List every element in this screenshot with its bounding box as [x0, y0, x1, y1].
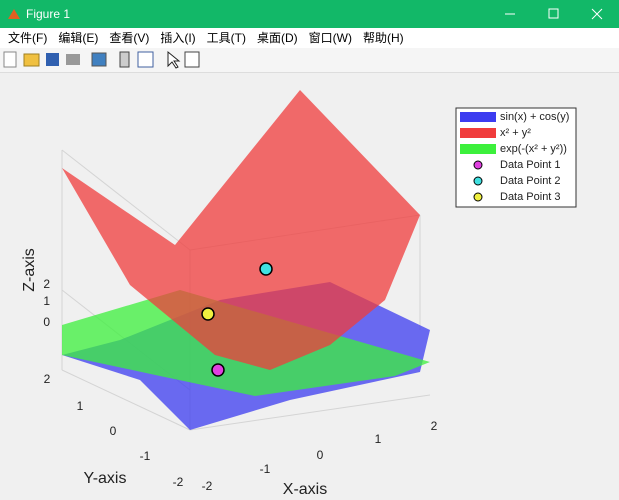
- legend-label: Data Point 1: [500, 159, 561, 171]
- legend-label: exp(-(x² + y²)): [500, 143, 567, 155]
- menu-item[interactable]: 工具(T): [206, 31, 246, 45]
- surface: [62, 90, 420, 370]
- y-tick-label: 0: [110, 424, 117, 438]
- legend-box: [455, 107, 577, 208]
- export-button[interactable]: [91, 52, 107, 67]
- x-tick-label: -2: [202, 479, 213, 493]
- legend-marker: [473, 176, 483, 186]
- y-tick-label: -1: [140, 449, 151, 463]
- toolbar: [0, 48, 619, 73]
- y-axis-label: Y-axis: [84, 470, 127, 487]
- y-tick-label: 2: [44, 372, 51, 386]
- window-controls[interactable]: [469, 0, 619, 28]
- menu-item[interactable]: 桌面(D): [256, 31, 298, 45]
- axis-box: [61, 149, 191, 251]
- property-button[interactable]: [184, 51, 200, 68]
- z-tick-label: 0: [43, 315, 50, 329]
- new-button[interactable]: [3, 51, 17, 68]
- legend-marker: [473, 160, 483, 170]
- maximize[interactable]: [548, 8, 559, 19]
- legend-label: Data Point 2: [500, 175, 561, 187]
- menu-item[interactable]: 文件(F): [8, 31, 48, 45]
- legend-swatch: [460, 128, 496, 138]
- data-point: [201, 307, 215, 321]
- legend-swatch: [460, 144, 496, 154]
- legend-swatch: [460, 112, 496, 122]
- pointer-button[interactable]: [167, 50, 181, 69]
- toolbar-icons[interactable]: [0, 48, 220, 72]
- legend-label: sin(x) + cos(y): [500, 111, 569, 123]
- menu-bar: 文件(F) 编辑(E) 查看(V) 插入(I) 工具(T) 桌面(D) 窗口(W) 帮助(H): [0, 28, 619, 48]
- menu-item[interactable]: 帮助(H): [362, 31, 404, 45]
- legend-label: x² + y²: [500, 127, 531, 139]
- x-tick-label: -1: [260, 462, 271, 476]
- menu-item[interactable]: 插入(I): [160, 31, 196, 45]
- print-button[interactable]: [66, 54, 80, 65]
- save-button[interactable]: [46, 53, 59, 66]
- x-tick-label: 1: [375, 432, 382, 446]
- title-bar: Figure 1: [0, 0, 619, 28]
- legend-label: Data Point 3: [500, 191, 561, 203]
- z-axis-label: Z-axis: [21, 248, 38, 292]
- menu-item[interactable]: 窗口(W): [308, 31, 352, 45]
- axis-box: [61, 369, 191, 431]
- legend-button[interactable]: [137, 51, 154, 68]
- y-tick-label: 1: [77, 399, 84, 413]
- x-tick-label: 2: [431, 419, 438, 433]
- axis-box: [189, 394, 431, 431]
- data-point: [259, 262, 273, 276]
- z-tick-label: 1: [43, 294, 50, 308]
- menu-item[interactable]: 编辑(E): [58, 31, 99, 45]
- window-title: Figure 1: [26, 7, 71, 21]
- close[interactable]: [591, 8, 603, 20]
- legend-marker: [473, 192, 483, 202]
- z-tick-label: 2: [43, 277, 50, 291]
- data-point: [211, 363, 225, 377]
- open-button[interactable]: [23, 53, 40, 67]
- figure: 2 1 0 2 1 0 -1 -2 -2 -1 0 1 2 X-axis Y-axis Z-axis sin(x…: [21, 90, 577, 498]
- colorbar-button[interactable]: [119, 51, 130, 68]
- app-icon: [8, 9, 20, 19]
- menu-item[interactable]: 查看(V): [109, 31, 150, 45]
- y-tick-label: -2: [173, 475, 184, 489]
- x-tick-label: 0: [317, 448, 324, 462]
- x-axis-label: X-axis: [283, 481, 327, 498]
